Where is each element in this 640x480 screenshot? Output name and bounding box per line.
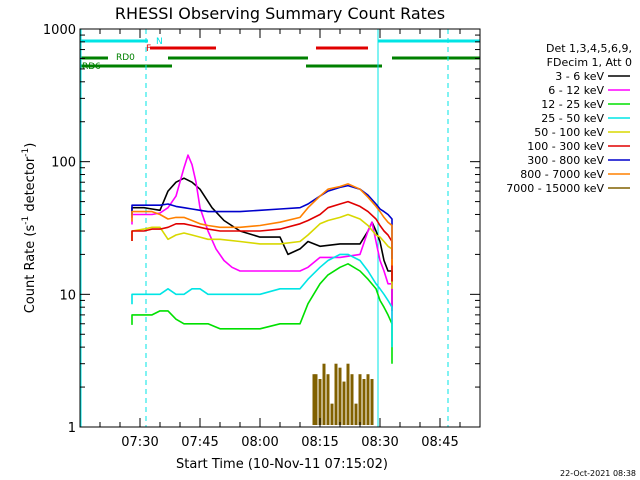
series-lines xyxy=(131,154,393,425)
series-line xyxy=(131,253,393,348)
y-tick-label: 1 xyxy=(68,421,76,436)
legend-entry-label: 100 - 300 keV xyxy=(527,140,604,153)
series-line xyxy=(131,183,393,266)
legend-entry-label: 800 - 7000 keV xyxy=(520,168,604,181)
y-axis-label-part1: Count Rate (s xyxy=(23,225,38,314)
series-line xyxy=(131,154,393,324)
x-tick-label: 08:15 xyxy=(301,435,338,450)
timestamp: 22-Oct-2021 08:38 xyxy=(560,469,636,478)
axis-ticks: 1 10 100 1000 07:30 07:45 08:00 08:15 08:30 08:45 xyxy=(43,23,481,450)
y-tick-label: 1000 xyxy=(43,23,76,38)
y-axis-label-sup1: -1 xyxy=(21,216,31,225)
flag-label-flare: F xyxy=(146,44,151,54)
legend-entry-label: 7000 - 15000 keV xyxy=(506,182,604,195)
legend-header-line: Det 1,3,4,5,6,9, xyxy=(546,42,632,55)
flag-label-night: N xyxy=(156,37,163,47)
flag-label-rd0: RD0 xyxy=(116,53,135,63)
legend-header-line: FDecim 1, Att 0 xyxy=(547,56,632,69)
series-line xyxy=(131,184,393,259)
y-axis-label-sup2: -1 xyxy=(21,148,31,157)
legend-entry-label: 6 - 12 keV xyxy=(548,84,604,97)
x-tick-label: 07:30 xyxy=(121,435,158,450)
x-tick-label: 07:45 xyxy=(181,435,218,450)
vertical-markers xyxy=(80,29,449,427)
legend-entry-label: 25 - 50 keV xyxy=(541,112,604,125)
y-tick-label: 100 xyxy=(51,156,76,171)
chart-title: RHESSI Observing Summary Count Rates xyxy=(115,4,445,23)
flag-label-rd6: RD6 xyxy=(82,62,101,72)
plot-frame xyxy=(79,28,481,428)
legend-entry-label: 300 - 800 keV xyxy=(527,154,604,167)
x-tick-label: 08:00 xyxy=(241,435,278,450)
legend-entry-label: 12 - 25 keV xyxy=(541,98,604,111)
x-axis-label: Start Time (10-Nov-11 07:15:02) xyxy=(176,457,388,472)
y-axis-label: Count Rate (s-1 detector-1) xyxy=(21,143,38,314)
y-axis-label-part2: detector xyxy=(23,156,38,216)
x-tick-label: 08:30 xyxy=(361,435,398,450)
series-line xyxy=(131,262,393,364)
series-line xyxy=(131,213,393,289)
legend-entry-label: 50 - 100 keV xyxy=(534,126,604,139)
legend: Det 1,3,4,5,6,9,FDecim 1, Att 03 - 6 keV… xyxy=(506,42,632,195)
legend-entry-label: 3 - 6 keV xyxy=(555,70,604,83)
series-line xyxy=(131,200,393,282)
flag-bars: NF RD0 RD6 xyxy=(80,37,480,72)
x-tick-label: 08:45 xyxy=(421,435,458,450)
series-line xyxy=(131,177,393,311)
y-tick-label: 10 xyxy=(59,288,76,303)
y-axis-label-part3: ) xyxy=(23,143,38,148)
